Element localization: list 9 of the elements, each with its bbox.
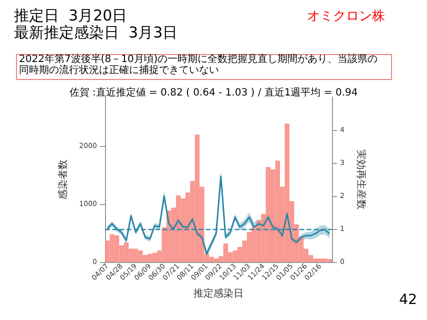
y-axis-title: 感染者数 (56, 160, 69, 200)
text: 最新推定感染日 3月3日 (14, 24, 178, 42)
text: 推定日 3月20日 (14, 6, 128, 24)
x-axis-title: 推定感染日 (194, 287, 244, 300)
text: オミクロン株 (307, 9, 385, 24)
y2-axis-title: 実効再生産数 (354, 150, 367, 210)
text: 42 (399, 292, 418, 308)
text: 2022年第7波後半(8－10月頃)の一時期に全数把握見直し期間があり、当該県の同時期の流行状況は正確に捕捉できていない (19, 53, 378, 76)
chart-title: 佐賀 :直近推定値 = 0.82 ( 0.64 - 1.03 ) / 直近1週平均 = 0.94 (69, 86, 358, 98)
